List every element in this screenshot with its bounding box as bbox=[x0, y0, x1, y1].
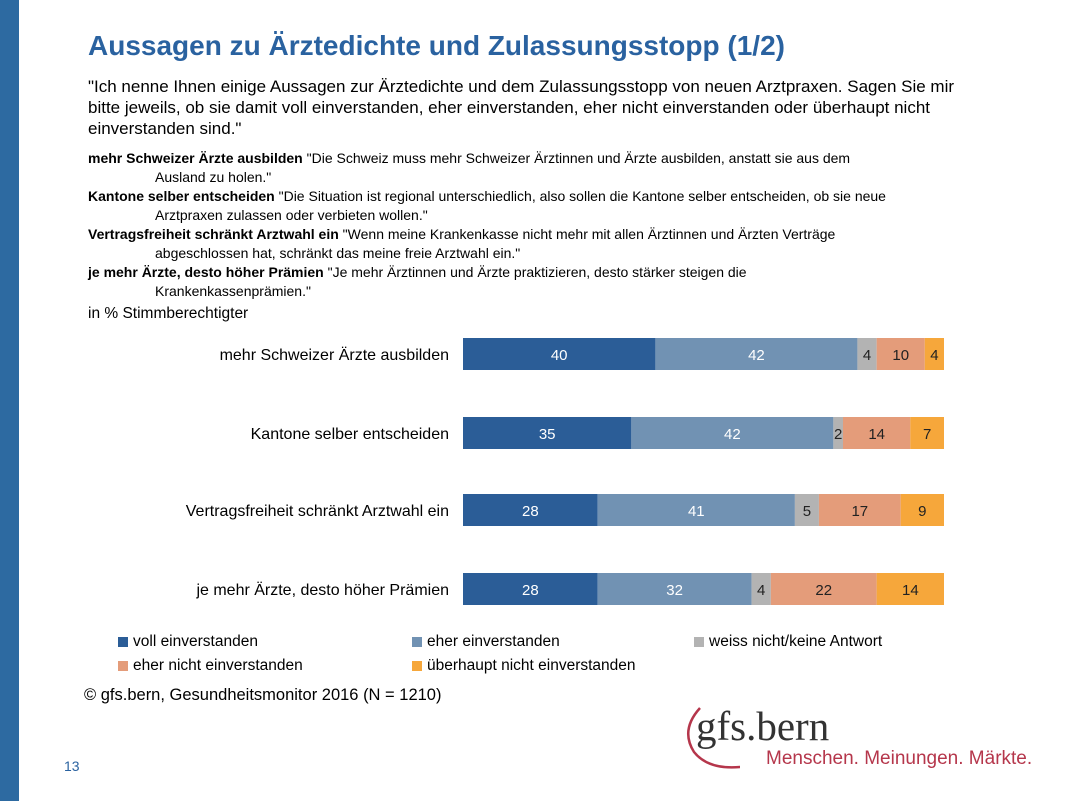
data-label: 28 bbox=[522, 503, 539, 520]
unit-label: in % Stimmberechtigter bbox=[88, 305, 249, 322]
page-number: 13 bbox=[64, 758, 80, 774]
bar-segment bbox=[876, 573, 944, 605]
statement-definitions: mehr Schweizer Ärzte ausbilden "Die Schw… bbox=[88, 149, 988, 301]
bar-segment bbox=[876, 338, 925, 370]
bar-segment bbox=[842, 417, 911, 449]
legend-item: weiss nicht/keine Antwort bbox=[694, 633, 882, 651]
definition-text: "Wenn meine Krankenkasse nicht mehr mit … bbox=[338, 226, 836, 242]
definition-item: Vertragsfreiheit schränkt Arztwahl ein "… bbox=[88, 225, 988, 262]
data-label: 7 bbox=[923, 426, 931, 443]
left-accent-bar bbox=[0, 0, 19, 801]
data-label: 4 bbox=[863, 347, 871, 364]
data-label: 2 bbox=[834, 426, 842, 443]
legend-swatch bbox=[118, 637, 128, 647]
legend-item: eher einverstanden bbox=[412, 633, 560, 651]
legend-swatch bbox=[118, 661, 128, 671]
bar-segment bbox=[751, 573, 771, 605]
logo-tagline: Menschen. Meinungen. Märkte. bbox=[766, 748, 1033, 769]
data-label: 40 bbox=[551, 347, 568, 364]
bar-segment bbox=[463, 338, 656, 370]
question-text: "Ich nenne Ihnen einige Aussagen zur Ärz… bbox=[88, 77, 955, 138]
data-label: 5 bbox=[803, 503, 811, 520]
definition-key: Vertragsfreiheit schränkt Arztwahl ein bbox=[88, 226, 339, 242]
data-label: 42 bbox=[724, 426, 741, 443]
bar-segment bbox=[463, 494, 598, 526]
data-label: 22 bbox=[815, 582, 832, 599]
legend-label: überhaupt nicht einverstanden bbox=[427, 657, 636, 674]
category-label: Kantone selber entscheiden bbox=[251, 426, 449, 443]
data-label: 4 bbox=[757, 582, 765, 599]
bar-segment bbox=[597, 494, 795, 526]
definition-text-cont: Arztpraxen zulassen oder verbieten wolle… bbox=[155, 206, 428, 223]
legend-label: eher einverstanden bbox=[427, 633, 560, 650]
category-label: Vertragsfreiheit schränkt Arztwahl ein bbox=[186, 503, 449, 520]
legend-item: voll einverstanden bbox=[118, 633, 258, 651]
data-label: 10 bbox=[892, 347, 909, 364]
bar-segment bbox=[833, 417, 843, 449]
data-label: 17 bbox=[851, 503, 868, 520]
definition-text: "Die Schweiz muss mehr Schweizer Ärztinn… bbox=[302, 150, 851, 166]
definition-key: je mehr Ärzte, desto höher Prämien bbox=[88, 264, 324, 280]
legend-item: überhaupt nicht einverstanden bbox=[412, 657, 636, 675]
bar-segment bbox=[597, 573, 752, 605]
legend-swatch bbox=[412, 661, 422, 671]
data-label: 9 bbox=[918, 503, 926, 520]
bar-segment bbox=[900, 494, 944, 526]
data-label: 41 bbox=[688, 503, 705, 520]
data-label: 35 bbox=[539, 426, 556, 443]
definition-text-cont: Ausland zu holen." bbox=[155, 168, 272, 185]
category-label: mehr Schweizer Ärzte ausbilden bbox=[220, 346, 449, 364]
bar-segment bbox=[655, 338, 858, 370]
bar-segment bbox=[463, 417, 632, 449]
gfs-bern-logo: gfs.bern Menschen. Meinungen. Märkte. bbox=[680, 700, 1050, 780]
logo-wordmark: gfs.bern bbox=[696, 703, 830, 749]
data-label: 14 bbox=[868, 426, 885, 443]
definition-item: je mehr Ärzte, desto höher Prämien "Je m… bbox=[88, 263, 988, 300]
bar-segment bbox=[910, 417, 944, 449]
legend-swatch bbox=[694, 637, 704, 647]
definition-key: mehr Schweizer Ärzte ausbilden bbox=[88, 150, 303, 166]
legend-label: voll einverstanden bbox=[133, 633, 258, 650]
bar-segment bbox=[631, 417, 834, 449]
data-label: 14 bbox=[902, 582, 919, 599]
data-label: 28 bbox=[522, 582, 539, 599]
definition-text-cont: abgeschlossen hat, schränkt das meine fr… bbox=[155, 244, 521, 261]
legend-label: eher nicht einverstanden bbox=[133, 657, 303, 674]
legend-label: weiss nicht/keine Antwort bbox=[709, 633, 883, 650]
page-title: Aussagen zu Ärztedichte und Zulassungsst… bbox=[88, 30, 785, 61]
bar-segment bbox=[794, 494, 819, 526]
bar-segment bbox=[924, 338, 944, 370]
definition-text: "Je mehr Ärztinnen und Ärzte praktiziere… bbox=[323, 264, 747, 280]
bar-segment bbox=[770, 573, 877, 605]
logo-arc-icon bbox=[687, 707, 740, 769]
legend-swatch bbox=[412, 637, 422, 647]
category-label: je mehr Ärzte, desto höher Prämien bbox=[195, 581, 449, 599]
legend-item: eher nicht einverstanden bbox=[118, 657, 303, 675]
source-note: © gfs.bern, Gesundheitsmonitor 2016 (N =… bbox=[84, 686, 442, 704]
definition-text: "Die Situation ist regional unterschiedl… bbox=[274, 188, 886, 204]
definition-item: Kantone selber entscheiden "Die Situatio… bbox=[88, 187, 988, 224]
definition-item: mehr Schweizer Ärzte ausbilden "Die Schw… bbox=[88, 149, 988, 186]
data-label: 42 bbox=[748, 347, 765, 364]
data-label: 4 bbox=[930, 347, 938, 364]
definition-key: Kantone selber entscheiden bbox=[88, 188, 275, 204]
bar-segment bbox=[463, 573, 598, 605]
definition-text-cont: Krankenkassenprämien." bbox=[155, 282, 311, 299]
bar-segment bbox=[818, 494, 901, 526]
bar-segment bbox=[857, 338, 877, 370]
data-label: 32 bbox=[666, 582, 683, 599]
